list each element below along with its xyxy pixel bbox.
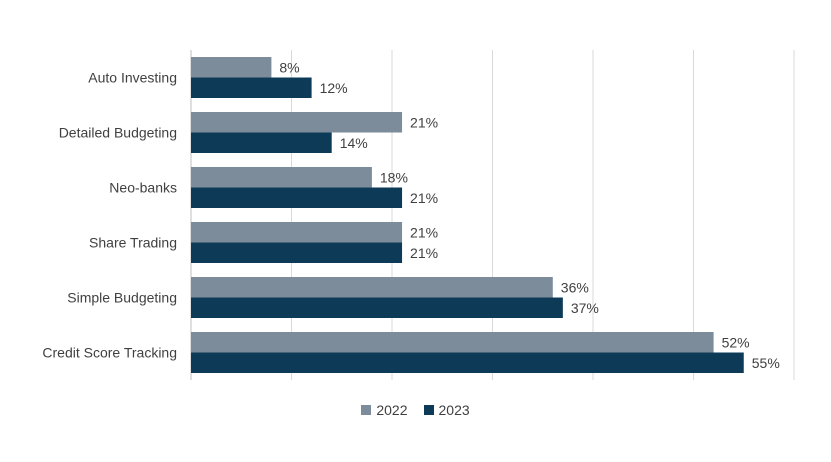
data-label: 14% [340, 135, 368, 151]
chart-plot: Auto Investing 8% 12% Detailed Budgeting 21%… [42, 50, 795, 380]
data-label: 18% [380, 169, 408, 185]
data-label: 52% [722, 334, 750, 350]
bar-2023 [191, 297, 563, 318]
data-label: 21% [410, 224, 438, 240]
category-label: Credit Score Tracking [42, 345, 177, 361]
bar-2023 [191, 242, 403, 263]
legend-swatch-2023 [423, 405, 434, 415]
bar-2023 [191, 352, 744, 373]
category-label: Auto Investing [88, 70, 177, 86]
bar-2023 [191, 187, 403, 208]
legend-label-2023: 2023 [438, 402, 470, 418]
bar-2022 [191, 277, 553, 298]
legend: 2022 2023 [0, 402, 831, 418]
legend-item-2023: 2023 [423, 402, 470, 418]
category-label: Share Trading [89, 235, 177, 251]
bar-2023 [191, 132, 332, 153]
bar-2022 [191, 222, 403, 243]
category-label: Simple Budgeting [67, 290, 177, 306]
data-label: 12% [320, 80, 348, 96]
category-label: Neo-banks [109, 180, 177, 196]
data-label: 21% [410, 190, 438, 206]
legend-item-2022: 2022 [361, 402, 408, 418]
category-label: Detailed Budgeting [59, 125, 177, 141]
data-label: 55% [752, 355, 780, 371]
legend-label-2022: 2022 [376, 402, 408, 418]
bar-2022 [191, 332, 714, 353]
bar-2023 [191, 77, 312, 98]
bar-2022 [191, 57, 272, 78]
legend-swatch-2022 [361, 405, 372, 415]
data-label: 36% [561, 279, 589, 295]
data-label: 21% [410, 245, 438, 261]
data-label: 37% [571, 300, 599, 316]
bar-2022 [191, 167, 372, 188]
bar-2022 [191, 112, 403, 133]
data-label: 21% [410, 114, 438, 130]
data-label: 8% [279, 59, 299, 75]
